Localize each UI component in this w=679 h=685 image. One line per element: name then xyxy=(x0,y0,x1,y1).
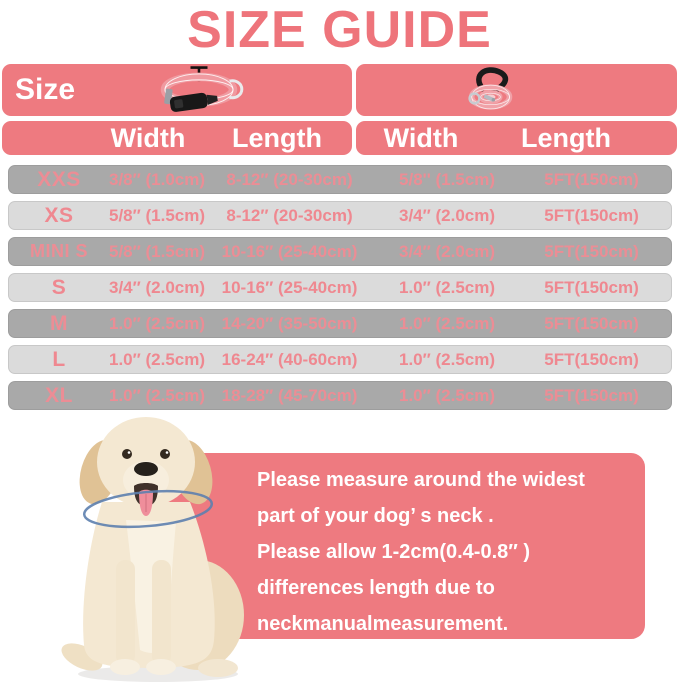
collar-width-value: 3/8″ (1.0cm) xyxy=(109,169,206,189)
table-row-xl: XL 1.0″ (2.5cm) 18-28″ (45-70cm) 1.0″ (2… xyxy=(8,381,672,410)
table-row-xxs: XXS 3/8″ (1.0cm) 8-12″ (20-30cm) 5/8'' (… xyxy=(8,165,672,194)
size-value: S xyxy=(51,275,67,299)
note-line: Please measure around the widest xyxy=(257,469,585,491)
page-title: SIZE GUIDE xyxy=(187,1,492,59)
leash-length-value: 5FT(150cm) xyxy=(544,241,639,261)
subheader-collar-columns: Width Length xyxy=(2,121,352,155)
collar-length-value: 8-12″ (20-30cm) xyxy=(226,205,353,225)
collar-width-value: 1.0″ (2.5cm) xyxy=(109,349,206,369)
dog-collar-icon xyxy=(160,66,244,112)
dog-leash-icon xyxy=(468,67,513,110)
measuring-dog-photo xyxy=(61,417,244,682)
note-line: Please allow 1-2cm(0.4-0.8″ ) xyxy=(257,541,531,563)
leash-length-header: Length xyxy=(521,122,611,153)
leash-width-value: 3/4″ (2.0cm) xyxy=(398,241,496,261)
size-value: XS xyxy=(44,203,74,227)
leash-width-value: 3/4″ (2.0cm) xyxy=(398,205,496,225)
header-leash-panel xyxy=(356,64,677,116)
collar-width-value: 1.0″ (2.5cm) xyxy=(109,313,206,333)
collar-length-value: 18-28″ (45-70cm) xyxy=(221,385,358,405)
collar-length-value: 14-20″ (35-50cm) xyxy=(221,313,358,333)
size-value: M xyxy=(50,311,68,335)
size-column-header: Size xyxy=(15,73,76,106)
leash-width-header: Width xyxy=(383,122,459,153)
leash-length-value: 5FT(150cm) xyxy=(544,313,639,333)
size-value: L xyxy=(52,347,66,371)
size-value: XL xyxy=(45,383,73,407)
leash-width-value: 1.0″ (2.5cm) xyxy=(398,277,496,297)
size-value: XXS xyxy=(37,167,81,191)
leash-length-value: 5FT(150cm) xyxy=(544,385,639,405)
collar-length-value: 16-24″ (40-60cm) xyxy=(221,349,358,369)
size-value: MINI S xyxy=(29,241,88,261)
table-row-s: S 3/4″ (2.0cm) 10-16″ (25-40cm) 1.0″ (2.… xyxy=(8,273,672,302)
leash-length-value: 5FT(150cm) xyxy=(544,169,639,189)
table-row-m: M 1.0″ (2.5cm) 14-20″ (35-50cm) 1.0″ (2.… xyxy=(8,309,672,338)
note-line: differences length due to xyxy=(257,577,495,599)
collar-width-value: 5/8″ (1.5cm) xyxy=(109,205,206,225)
table-row-l: L 1.0″ (2.5cm) 16-24″ (40-60cm) 1.0″ (2.… xyxy=(8,345,672,374)
collar-length-value: 10-16″ (25-40cm) xyxy=(221,277,358,297)
leash-width-value: 1.0″ (2.5cm) xyxy=(398,313,496,333)
leash-width-value: 5/8'' (1.5cm) xyxy=(399,169,495,189)
collar-width-value: 3/4″ (2.0cm) xyxy=(109,277,206,297)
leash-length-value: 5FT(150cm) xyxy=(544,205,639,225)
subheader-leash-columns: Width Length xyxy=(356,121,677,155)
collar-width-header: Width xyxy=(110,122,186,153)
note-line: neckmanualmeasurement. xyxy=(257,613,509,635)
collar-width-value: 5/8″ (1.5cm) xyxy=(109,241,206,261)
collar-length-value: 10-16″ (25-40cm) xyxy=(221,241,358,261)
leash-length-value: 5FT(150cm) xyxy=(544,349,639,369)
note-line: part of your dog’ s neck . xyxy=(257,505,494,527)
leash-width-value: 1.0″ (2.5cm) xyxy=(398,349,496,369)
leash-width-value: 1.0″ (2.5cm) xyxy=(398,385,496,405)
table-row-mini-s: MINI S 5/8″ (1.5cm) 10-16″ (25-40cm) 3/4… xyxy=(8,237,672,266)
collar-length-value: 8-12″ (20-30cm) xyxy=(226,169,353,189)
leash-length-value: 5FT(150cm) xyxy=(544,277,639,297)
table-row-xs: XS 5/8″ (1.5cm) 8-12″ (20-30cm) 3/4″ (2.… xyxy=(8,201,672,230)
collar-width-value: 1.0″ (2.5cm) xyxy=(109,385,206,405)
collar-length-header: Length xyxy=(232,122,322,153)
